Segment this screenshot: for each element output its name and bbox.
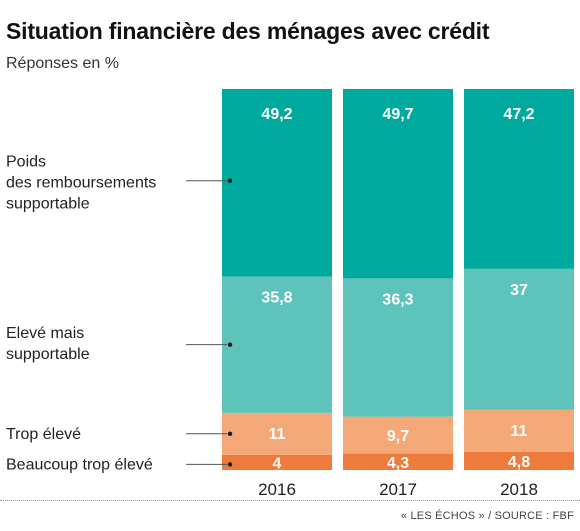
- data-label: 35,8: [261, 289, 292, 306]
- data-label: 47,2: [503, 106, 534, 123]
- x-tick-label: 2016: [258, 480, 296, 499]
- bar-segment: [222, 454, 332, 470]
- bar-segment: [222, 276, 332, 413]
- chart-title: Situation financière des ménages avec cr…: [6, 18, 490, 44]
- data-label: 11: [269, 426, 286, 443]
- data-label: 36,3: [382, 291, 413, 308]
- bar-segment: [464, 268, 574, 410]
- bar-segment: [343, 89, 453, 279]
- legend-marker-dot: [227, 462, 233, 467]
- bar-segment: [343, 416, 453, 454]
- data-label: 11: [511, 423, 528, 440]
- x-tick-label: 2017: [379, 480, 417, 499]
- bar-segment: [343, 453, 453, 470]
- bar-segment: [343, 278, 453, 417]
- legend-marker-dot: [227, 431, 233, 437]
- legend-label: Elevé mais supportable: [6, 325, 90, 363]
- bar-segment: [464, 451, 574, 470]
- bar-segment: [222, 89, 332, 277]
- data-label: 4,8: [508, 454, 530, 471]
- data-label: 9,7: [387, 428, 409, 445]
- footer-divider: [0, 500, 580, 501]
- data-label: 49,2: [261, 106, 292, 123]
- data-label: 4: [273, 455, 282, 472]
- bar-segment: [222, 412, 332, 455]
- bar-segment: [464, 409, 574, 452]
- legend-marker-dot: [227, 178, 233, 183]
- legend-label: Poids des remboursements supportable: [6, 154, 156, 213]
- legend-label: Beaucoup trop élevé: [6, 456, 153, 473]
- data-label: 49,7: [382, 106, 413, 123]
- source-note: « LES ÉCHOS » / SOURCE : FBF: [400, 510, 574, 522]
- data-label: 37: [510, 282, 528, 299]
- x-tick-label: 2018: [500, 480, 538, 499]
- bar-segment: [464, 89, 574, 269]
- legend-marker-dot: [227, 342, 233, 347]
- chart-subtitle: Réponses en %: [6, 55, 119, 72]
- legend-label: Trop élevé: [6, 426, 81, 443]
- data-label: 4,3: [387, 455, 409, 472]
